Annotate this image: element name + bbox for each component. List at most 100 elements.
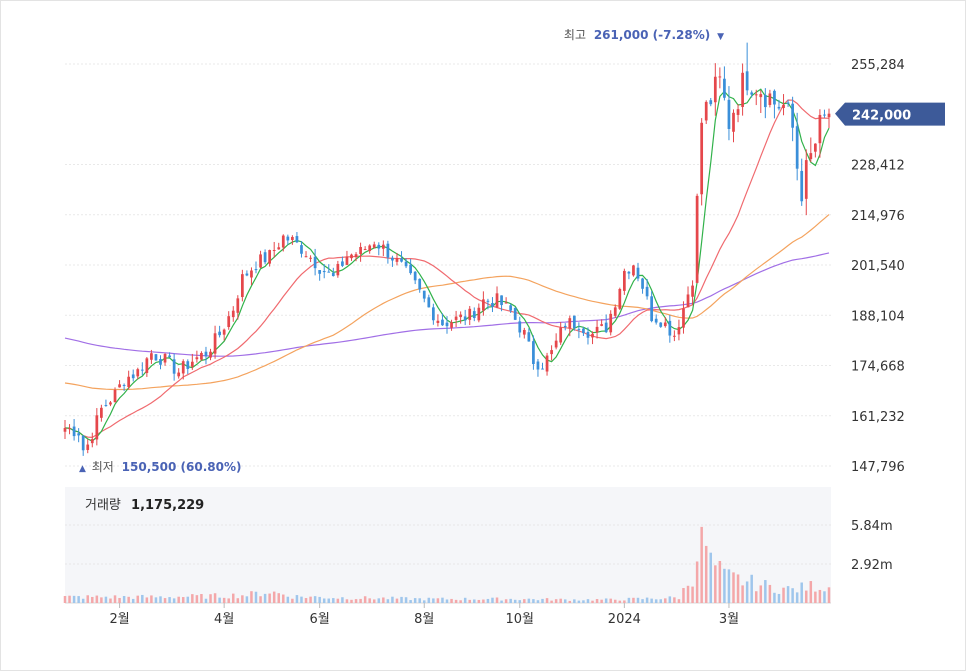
candle-body — [509, 305, 513, 311]
candle-body — [513, 307, 517, 320]
candle-body — [518, 321, 522, 333]
volume-bar — [582, 600, 585, 603]
candle-body — [77, 433, 81, 436]
volume-bar — [154, 597, 158, 603]
volume-bar — [659, 599, 662, 603]
candle-body — [532, 341, 535, 365]
candle-body — [254, 269, 258, 271]
candle-body — [131, 374, 135, 379]
volume-bar — [145, 597, 149, 603]
high-arrow-icon: ▼ — [717, 32, 724, 42]
volume-bar — [304, 598, 308, 603]
volume-bar — [495, 597, 499, 603]
candle-body — [823, 114, 826, 116]
candle-body — [222, 329, 226, 335]
volume-bar — [586, 599, 590, 603]
candle-body — [568, 318, 572, 329]
time-tick-label: 3월 — [719, 612, 739, 627]
volume-bar — [645, 597, 649, 603]
volume-bar — [322, 598, 326, 603]
time-tick-label: 2월 — [109, 612, 129, 627]
volume-bar — [95, 595, 99, 603]
candle-body — [263, 252, 267, 263]
volume-bar — [518, 600, 522, 603]
candle-body — [441, 319, 444, 326]
candle-body — [550, 350, 553, 355]
candle-body — [409, 264, 412, 274]
volume-pane-background — [65, 487, 831, 603]
volume-bar — [741, 585, 744, 603]
candle-body — [218, 331, 221, 336]
volume-bar — [204, 598, 208, 603]
candle-body — [286, 236, 290, 241]
volume-bar — [623, 600, 626, 603]
candle-body — [304, 256, 308, 258]
candle-body — [577, 329, 581, 331]
candle-body — [632, 265, 635, 276]
current-price-badge: 242,000 — [835, 102, 945, 126]
volume-bar — [272, 591, 276, 603]
low-value: 150,500 (60.80%) — [122, 460, 242, 474]
candle-body — [322, 271, 326, 273]
volume-bar — [395, 598, 399, 603]
volume-bar — [377, 598, 381, 603]
current-price-label: 242,000 — [852, 109, 911, 124]
volume-bar — [122, 596, 126, 603]
candle-body — [800, 170, 804, 202]
volume-bar — [795, 592, 799, 603]
price-tick-label: 228,412 — [851, 159, 905, 174]
volume-bar — [332, 598, 335, 603]
volume-axis-labels: 5.84m 2.92m — [851, 519, 893, 573]
volume-bar — [823, 591, 826, 603]
candle-body — [400, 258, 403, 262]
volume-bar — [473, 599, 476, 603]
volume-bar — [754, 591, 758, 603]
volume-bar — [168, 597, 171, 603]
candle-body — [427, 297, 431, 308]
volume-bar — [486, 598, 490, 603]
candle-body — [527, 332, 531, 342]
volume-bar — [181, 597, 185, 603]
volume-bar — [291, 598, 294, 603]
candle-body — [668, 320, 672, 336]
volume-bar — [150, 595, 153, 603]
candle-body — [90, 439, 94, 444]
candle-body — [791, 103, 794, 128]
candle-body — [377, 244, 381, 249]
volume-bar — [113, 595, 117, 603]
volume-bar — [509, 598, 512, 603]
candle-body — [613, 307, 617, 316]
volume-bar — [86, 595, 89, 603]
candle-body — [554, 340, 558, 348]
volume-bar — [104, 596, 108, 603]
volume-bar — [691, 586, 694, 603]
candle-body — [63, 427, 67, 432]
candle-body — [582, 328, 585, 334]
candle-body — [68, 428, 71, 430]
candle-body — [163, 353, 167, 363]
volume-bar — [195, 595, 199, 603]
volume-bar — [577, 600, 581, 603]
candle-body — [650, 296, 654, 322]
volume-bar — [782, 587, 785, 603]
candle-body — [818, 114, 822, 144]
volume-bar — [618, 600, 622, 603]
volume-bar — [504, 599, 508, 603]
volume-bar — [604, 598, 608, 603]
candle-body — [663, 322, 667, 327]
candle-body — [723, 78, 726, 98]
volume-bar — [222, 597, 226, 603]
candle-body — [386, 243, 390, 258]
candle-body — [363, 249, 367, 251]
low-arrow-icon: ▲ — [79, 464, 86, 474]
candle-body — [659, 322, 663, 327]
candle-body — [81, 435, 85, 451]
candle-body — [168, 355, 171, 358]
candle-body — [327, 271, 331, 273]
volume-bar — [745, 581, 749, 603]
candle-body — [354, 254, 358, 258]
high-annotation: 최고 261,000 (-7.28%) ▼ — [564, 28, 724, 42]
candle-body — [240, 274, 244, 298]
candle-body — [200, 352, 203, 360]
volume-bar — [791, 588, 794, 603]
